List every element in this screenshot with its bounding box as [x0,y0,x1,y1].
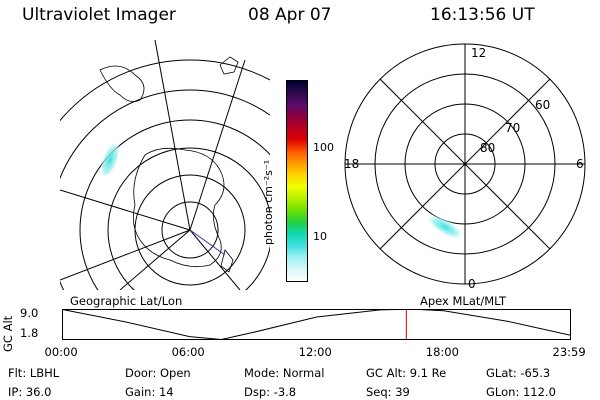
info-gain: Gain: 14 [125,385,174,399]
info-gcalt: GC Alt: 9.1 Re [366,366,447,380]
polar-lat-60: 60 [535,98,550,112]
polar-lat-70: 70 [505,121,520,135]
timeline-xtick: 18:00 [425,345,459,359]
timeline-xtick: 06:00 [171,345,205,359]
info-dsp: Dsp: -3.8 [244,385,297,399]
polar-label-12: 12 [471,46,486,60]
info-seq: Seq: 39 [366,385,410,399]
info-glon: GLon: 112.0 [486,385,556,399]
apex-caption: Apex MLat/MLT [420,294,507,308]
polar-label-18: 18 [344,157,359,171]
geographic-caption: Geographic Lat/Lon [70,294,183,308]
info-door: Door: Open [125,366,191,380]
info-mode: Mode: Normal [244,366,325,380]
colorbar [286,80,308,282]
timeline-xtick: 12:00 [298,345,332,359]
timeline-ylabel: GC Alt [1,315,15,352]
timeline-chart [62,309,571,341]
colorbar-tick-10: 10 [313,230,327,243]
info-glat: GLat: -65.3 [486,366,551,380]
geographic-map [60,40,270,290]
polar-plot: 12 18 6 0 60 70 80 [344,43,586,291]
timeline-xtick: 00:00 [44,345,78,359]
instrument-title: Ultraviolet Imager [22,5,176,25]
time-label: 16:13:56 UT [430,5,535,25]
polar-label-6: 6 [576,157,584,171]
timeline-ytick-bottom: 1.8 [20,326,39,340]
info-flt: Flt: LBHL [8,366,60,380]
info-ip: IP: 36.0 [8,385,52,399]
colorbar-unit-label: photon cm⁻²s⁻¹ [262,159,275,245]
timeline-xtick: 23:59 [552,345,586,359]
timeline-ytick-top: 9.0 [20,306,39,320]
date-label: 08 Apr 07 [248,5,332,25]
polar-label-0: 0 [468,277,476,291]
polar-lat-80: 80 [480,141,495,155]
colorbar-tick-100: 100 [313,141,334,154]
